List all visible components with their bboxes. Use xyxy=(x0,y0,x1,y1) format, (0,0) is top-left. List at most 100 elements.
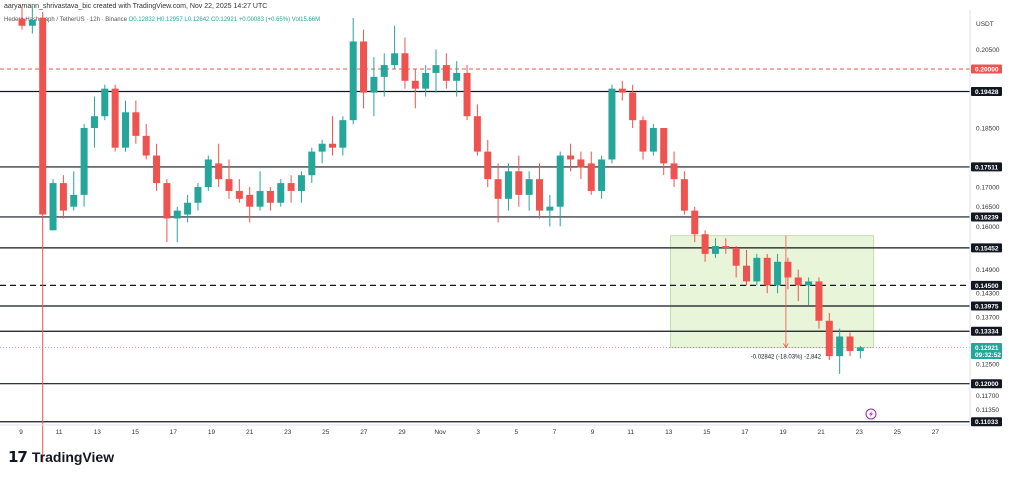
candle-body xyxy=(473,116,481,152)
x-tick-label: 17 xyxy=(170,429,178,436)
x-tick-label: 19 xyxy=(208,429,216,436)
level-tag: 0.17511 xyxy=(975,164,999,171)
candle-body xyxy=(18,18,26,26)
candle-body xyxy=(235,190,243,199)
candle xyxy=(453,61,461,97)
candle xyxy=(184,194,192,223)
candle xyxy=(567,143,575,172)
candle-body xyxy=(225,179,233,191)
candle-body xyxy=(515,171,523,195)
candle-body xyxy=(308,151,316,176)
level-tag: 0.14500 xyxy=(975,283,999,290)
candle-body xyxy=(173,210,181,219)
candle-body xyxy=(494,179,502,199)
last-price-tag: 0.12921 xyxy=(975,345,999,352)
candle-body xyxy=(184,202,192,215)
symbol-legend[interactable]: Hedera Hashgraph / TetherUS · 12h · Bina… xyxy=(4,17,320,23)
candle-body xyxy=(70,194,78,207)
candle xyxy=(401,37,409,89)
candle-body xyxy=(391,53,399,66)
candle-body xyxy=(691,210,699,235)
x-tick-label: 15 xyxy=(132,429,140,436)
tradingview-logo: 17 TradingView xyxy=(8,448,114,466)
candle xyxy=(753,253,761,286)
x-tick-label: 23 xyxy=(856,429,864,436)
candle xyxy=(774,253,782,294)
candle xyxy=(370,57,378,117)
candle xyxy=(608,84,616,164)
candle-body xyxy=(432,65,440,73)
candle xyxy=(722,238,730,254)
candle-body xyxy=(266,190,274,203)
candle xyxy=(432,49,440,93)
candle-body xyxy=(360,41,368,93)
candle-body xyxy=(732,247,740,266)
candle xyxy=(318,139,326,164)
candle-body xyxy=(680,179,688,211)
candle xyxy=(246,187,254,223)
candle-body xyxy=(846,336,854,352)
candle xyxy=(691,206,699,243)
candle xyxy=(711,238,719,258)
x-tick-label: 19 xyxy=(779,429,787,436)
symbol-name[interactable]: Hedera Hashgraph / TetherUS · 12h · Bina… xyxy=(4,17,127,23)
candle-body xyxy=(370,76,378,93)
candle-body xyxy=(463,72,471,117)
candle xyxy=(132,100,140,144)
level-tag: 0.13975 xyxy=(975,304,999,311)
y-tick-label: 0.20500 xyxy=(976,47,1000,54)
candle xyxy=(815,277,823,329)
lightning-icon[interactable] xyxy=(865,408,877,420)
candle-body xyxy=(753,257,761,282)
x-tick-label: 11 xyxy=(627,429,634,436)
x-tick-label: 3 xyxy=(476,429,480,436)
candle-body xyxy=(39,17,47,215)
level-tag: 0.11033 xyxy=(975,419,999,426)
candle-body xyxy=(525,179,533,195)
level-tag-bg xyxy=(971,280,1002,290)
candle-body xyxy=(246,194,254,207)
y-tick-label: 0.11350 xyxy=(976,407,999,414)
candle xyxy=(463,65,471,121)
measure-arrow-head xyxy=(783,343,789,349)
x-tick-label: 21 xyxy=(817,429,825,436)
candle-body xyxy=(784,261,792,278)
candle xyxy=(670,151,678,188)
candle xyxy=(339,116,347,156)
candle xyxy=(577,151,585,180)
candle xyxy=(215,143,223,188)
candle xyxy=(28,6,36,34)
candle xyxy=(287,175,295,203)
candle-body xyxy=(90,116,98,129)
candle xyxy=(111,84,119,152)
level-tag: 0.19428 xyxy=(975,89,999,96)
candle-body xyxy=(504,171,512,199)
currency-label: USDT xyxy=(976,21,994,28)
candle xyxy=(660,128,668,176)
candle-body xyxy=(204,159,212,188)
ohlc-values: O0.12832 H0.12957 L0.12642 C0.12921 +0.0… xyxy=(128,17,291,23)
x-tick-label: 25 xyxy=(894,429,902,436)
candle-body xyxy=(453,72,461,81)
candle-body xyxy=(649,128,657,152)
candle-body xyxy=(598,159,606,191)
candle xyxy=(101,84,109,121)
candle xyxy=(629,84,637,129)
candle xyxy=(473,104,481,156)
candle xyxy=(805,277,813,306)
last-price-tag-bg xyxy=(971,342,1002,359)
candle-body xyxy=(577,159,585,168)
level-tag: 0.13334 xyxy=(975,329,999,336)
candle xyxy=(225,159,233,199)
candle-body xyxy=(722,246,730,248)
chart-credit: aaryamann_shrivastava_bic created with T… xyxy=(4,3,268,10)
x-tick-label: 7 xyxy=(553,429,557,436)
candle-body xyxy=(711,246,719,254)
candle-body xyxy=(339,120,347,148)
candle xyxy=(297,171,305,203)
candle xyxy=(504,163,512,211)
candle-body xyxy=(546,206,554,211)
candle-body xyxy=(422,72,430,89)
x-tick-label: 21 xyxy=(246,429,254,436)
